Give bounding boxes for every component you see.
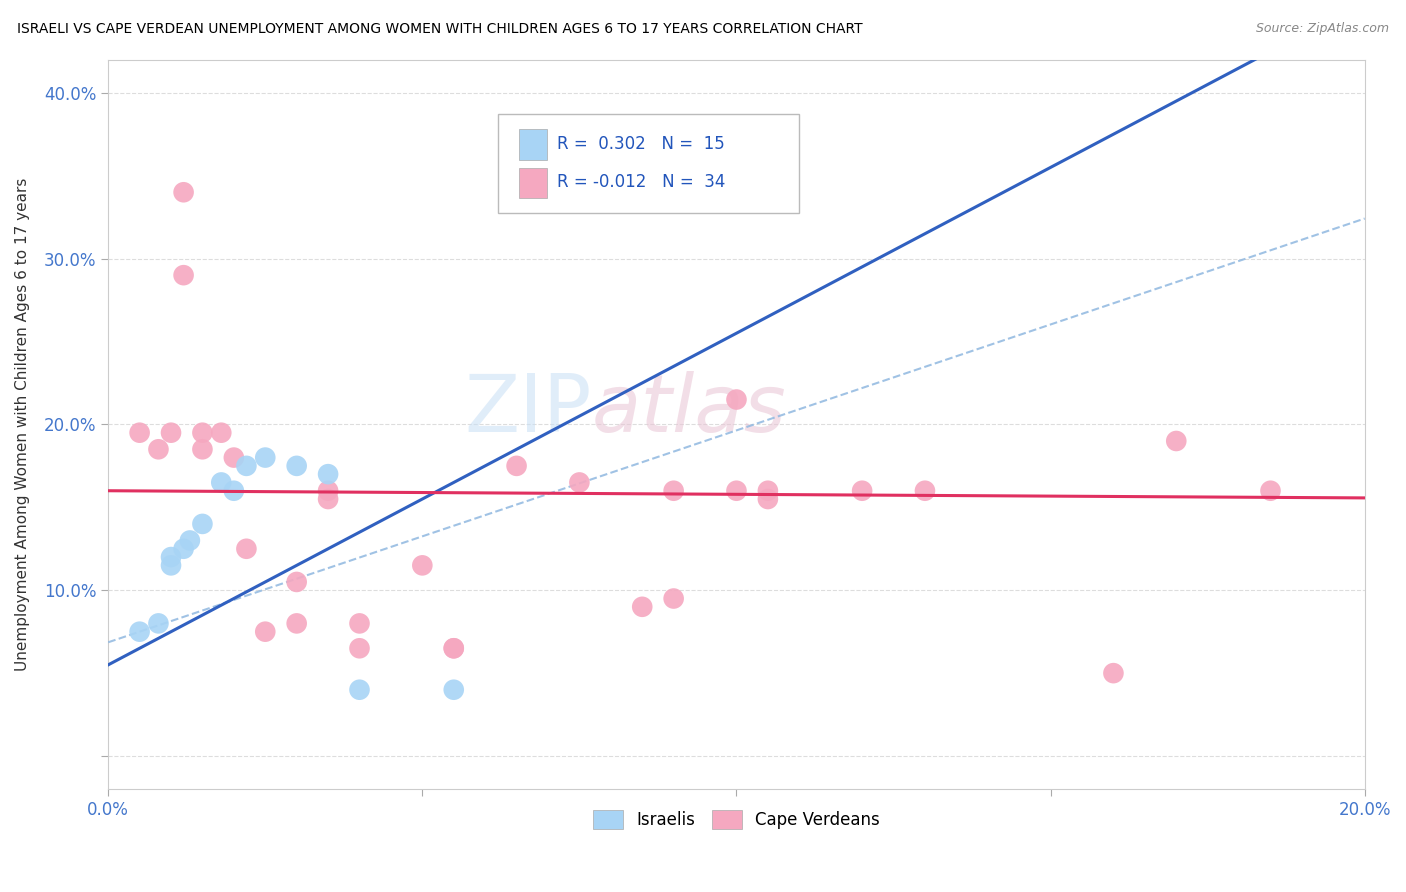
Point: [443, 641, 465, 656]
Point: [235, 541, 257, 556]
Text: R = -0.012   N =  34: R = -0.012 N = 34: [557, 173, 725, 191]
Bar: [519, 168, 547, 198]
Point: [1102, 666, 1125, 681]
Point: [851, 483, 873, 498]
Point: [160, 550, 183, 565]
Text: R =  0.302   N =  15: R = 0.302 N = 15: [557, 135, 724, 153]
Point: [756, 491, 779, 506]
Point: [222, 483, 245, 498]
Point: [148, 442, 170, 457]
Point: [285, 574, 308, 589]
Point: [254, 624, 277, 639]
Point: [316, 467, 339, 482]
Point: [756, 483, 779, 498]
Point: [173, 268, 195, 282]
Point: [191, 442, 214, 457]
Point: [725, 483, 748, 498]
Point: [1166, 434, 1188, 448]
Point: [505, 458, 527, 473]
Text: ISRAELI VS CAPE VERDEAN UNEMPLOYMENT AMONG WOMEN WITH CHILDREN AGES 6 TO 17 YEAR: ISRAELI VS CAPE VERDEAN UNEMPLOYMENT AMO…: [17, 22, 862, 37]
Point: [662, 591, 685, 606]
Legend: Israelis, Cape Verdeans: Israelis, Cape Verdeans: [586, 803, 887, 836]
Point: [285, 458, 308, 473]
Point: [316, 483, 339, 498]
Point: [411, 558, 433, 573]
Point: [443, 682, 465, 697]
Point: [128, 425, 150, 440]
Point: [173, 541, 195, 556]
Point: [285, 616, 308, 631]
Point: [631, 599, 654, 614]
Point: [191, 425, 214, 440]
Bar: [519, 129, 547, 160]
Point: [568, 475, 591, 490]
FancyBboxPatch shape: [498, 114, 799, 213]
Point: [349, 616, 371, 631]
Point: [1260, 483, 1282, 498]
Point: [160, 558, 183, 573]
Point: [160, 425, 183, 440]
Point: [316, 491, 339, 506]
Point: [254, 450, 277, 465]
Point: [725, 392, 748, 407]
Point: [222, 450, 245, 465]
Point: [209, 475, 232, 490]
Point: [173, 186, 195, 200]
Point: [148, 616, 170, 631]
Point: [209, 425, 232, 440]
Point: [443, 641, 465, 656]
Point: [349, 641, 371, 656]
Point: [128, 624, 150, 639]
Text: atlas: atlas: [592, 371, 787, 449]
Point: [179, 533, 201, 548]
Text: Source: ZipAtlas.com: Source: ZipAtlas.com: [1256, 22, 1389, 36]
Point: [191, 516, 214, 531]
Point: [235, 458, 257, 473]
Point: [914, 483, 936, 498]
Point: [349, 682, 371, 697]
Point: [662, 483, 685, 498]
Y-axis label: Unemployment Among Women with Children Ages 6 to 17 years: Unemployment Among Women with Children A…: [15, 178, 30, 671]
Text: ZIP: ZIP: [464, 371, 592, 449]
